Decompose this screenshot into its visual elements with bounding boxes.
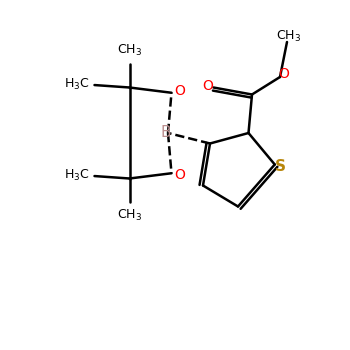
Text: CH$_3$: CH$_3$ <box>117 208 142 223</box>
Text: S: S <box>274 159 286 174</box>
Text: O: O <box>174 168 185 182</box>
Text: CH$_3$: CH$_3$ <box>117 43 142 58</box>
Text: O: O <box>278 66 289 80</box>
Text: H$_3$C: H$_3$C <box>64 76 90 92</box>
Text: O: O <box>174 84 185 98</box>
Text: CH$_3$: CH$_3$ <box>276 29 301 44</box>
Text: O: O <box>202 79 213 93</box>
Text: H$_3$C: H$_3$C <box>64 167 90 183</box>
Text: B: B <box>161 125 172 140</box>
